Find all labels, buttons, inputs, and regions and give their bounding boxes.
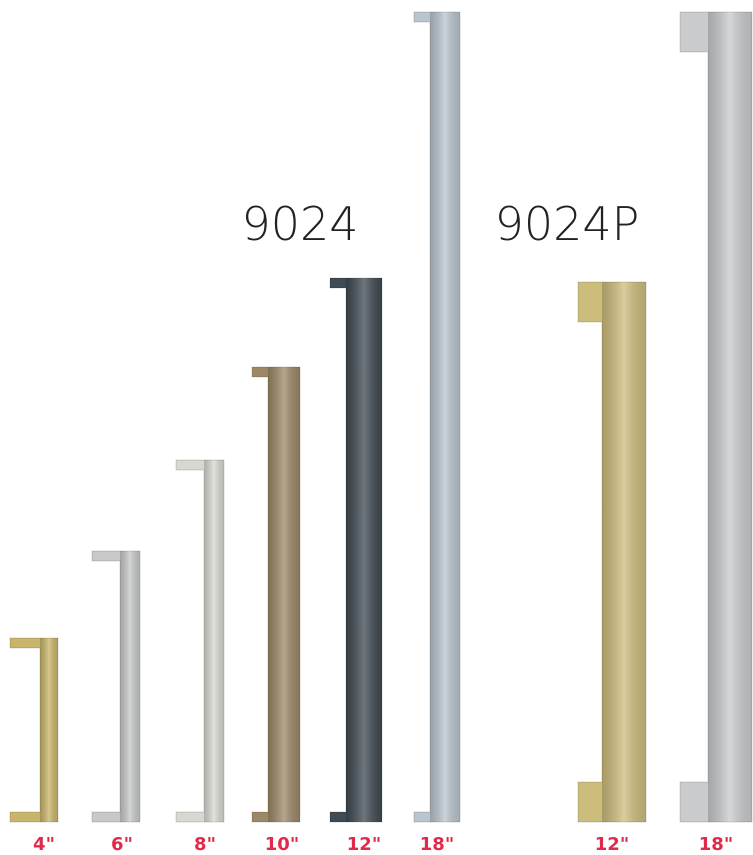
- size-label: 4": [33, 834, 55, 855]
- handle-shading: [602, 282, 646, 822]
- size-label: 12": [347, 834, 381, 855]
- handle-shading: [40, 638, 58, 822]
- size-label: 8": [194, 834, 216, 855]
- size-label: 6": [111, 834, 133, 855]
- handle-shading: [120, 551, 140, 822]
- size-label: 18": [420, 834, 454, 855]
- model-title: 9024: [241, 197, 358, 251]
- handle-shading: [204, 460, 224, 822]
- handle-shading: [708, 12, 752, 822]
- model-title: 9024P: [495, 197, 640, 251]
- size-label: 18": [699, 834, 733, 855]
- handle-shading: [268, 367, 300, 822]
- size-label: 10": [265, 834, 299, 855]
- handle-shading: [346, 278, 382, 822]
- handle-shading: [430, 12, 460, 822]
- size-label: 12": [595, 834, 629, 855]
